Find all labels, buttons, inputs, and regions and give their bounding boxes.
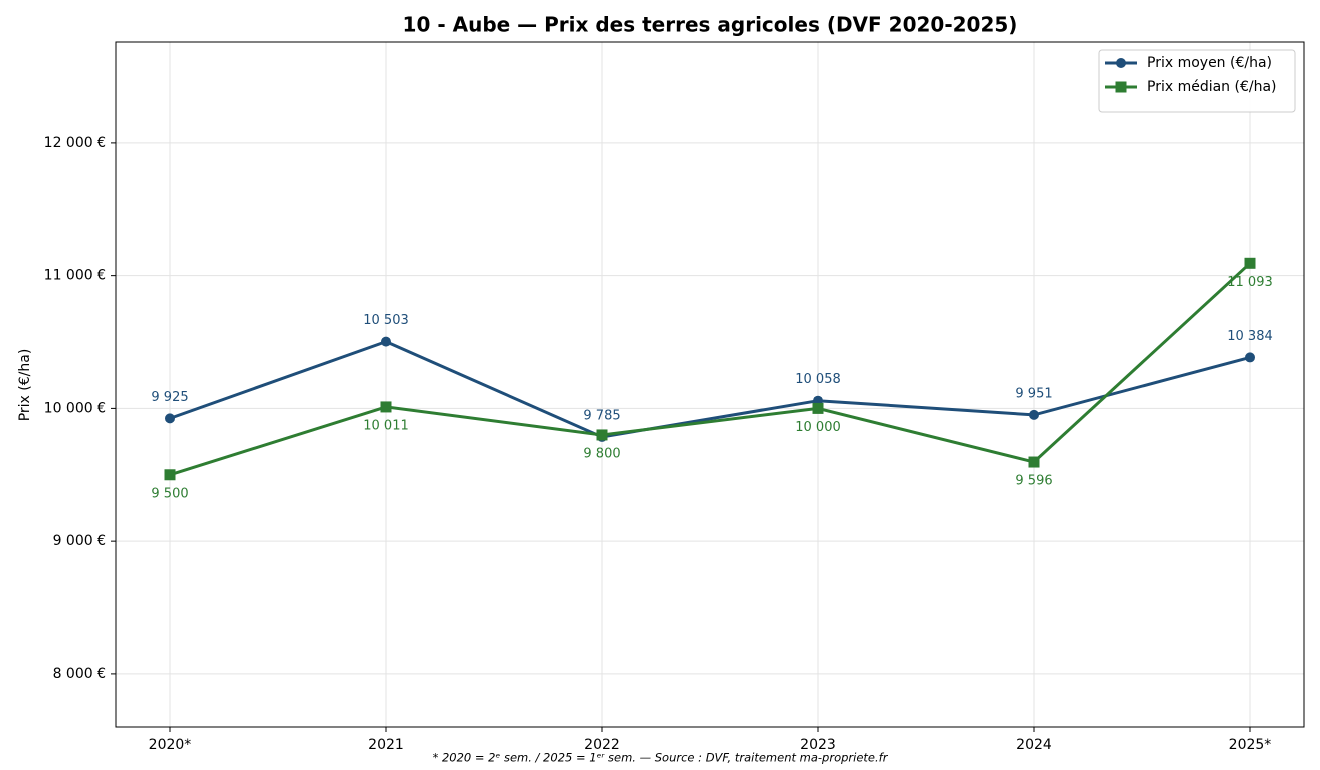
x-tick-label: 2024 — [1016, 737, 1052, 753]
data-label: 10 011 — [363, 418, 409, 433]
x-tick-label: 2025* — [1229, 737, 1272, 753]
data-point — [1028, 456, 1040, 468]
data-point — [1029, 409, 1039, 420]
data-label: 10 000 — [795, 420, 841, 435]
data-label: 9 596 — [1015, 474, 1052, 489]
data-point — [1245, 352, 1255, 363]
legend-box — [1098, 49, 1296, 113]
data-point — [380, 401, 392, 413]
legend-label: Prix médian (€/ha) — [1147, 79, 1277, 95]
data-label: 10 384 — [1227, 329, 1273, 344]
data-point — [596, 429, 608, 441]
legend-label: Prix moyen (€/ha) — [1147, 55, 1272, 71]
data-label: 9 785 — [583, 408, 620, 423]
x-tick-label: 2022 — [584, 737, 620, 753]
footnote: * 2020 = 2ᵉ sem. / 2025 = 1ᵉʳ sem. — Sou… — [433, 751, 889, 765]
series-line — [169, 340, 1251, 439]
data-label: 9 800 — [583, 446, 620, 461]
x-tick-label: 2023 — [800, 737, 836, 753]
x-tick-label: 2021 — [368, 737, 404, 753]
legend-marker — [1115, 81, 1127, 93]
y-axis-label: Prix (€/ha) — [17, 349, 33, 422]
data-label: 9 925 — [151, 390, 188, 405]
y-tick-label: 11 000 € — [44, 268, 106, 284]
data-label: 10 503 — [363, 313, 409, 328]
data-point — [164, 469, 176, 481]
data-label: 11 093 — [1227, 275, 1273, 290]
x-tick-label: 2020* — [149, 737, 192, 753]
plot-frame — [115, 41, 1305, 728]
data-point — [1244, 257, 1256, 269]
y-tick-label: 9 000 € — [53, 533, 106, 549]
data-label: 9 951 — [1015, 386, 1052, 401]
data-label: 10 058 — [795, 372, 841, 387]
data-label: 9 500 — [151, 486, 188, 501]
series-line — [169, 262, 1252, 477]
y-tick-label: 8 000 € — [53, 666, 106, 682]
y-tick-label: 10 000 € — [44, 400, 106, 416]
y-tick-label: 12 000 € — [44, 135, 106, 151]
data-point — [381, 336, 391, 347]
data-point — [812, 402, 824, 414]
chart-title: 10 - Aube — Prix des terres agricoles (D… — [403, 13, 1018, 37]
legend-marker — [1116, 58, 1126, 68]
data-point — [165, 413, 175, 424]
